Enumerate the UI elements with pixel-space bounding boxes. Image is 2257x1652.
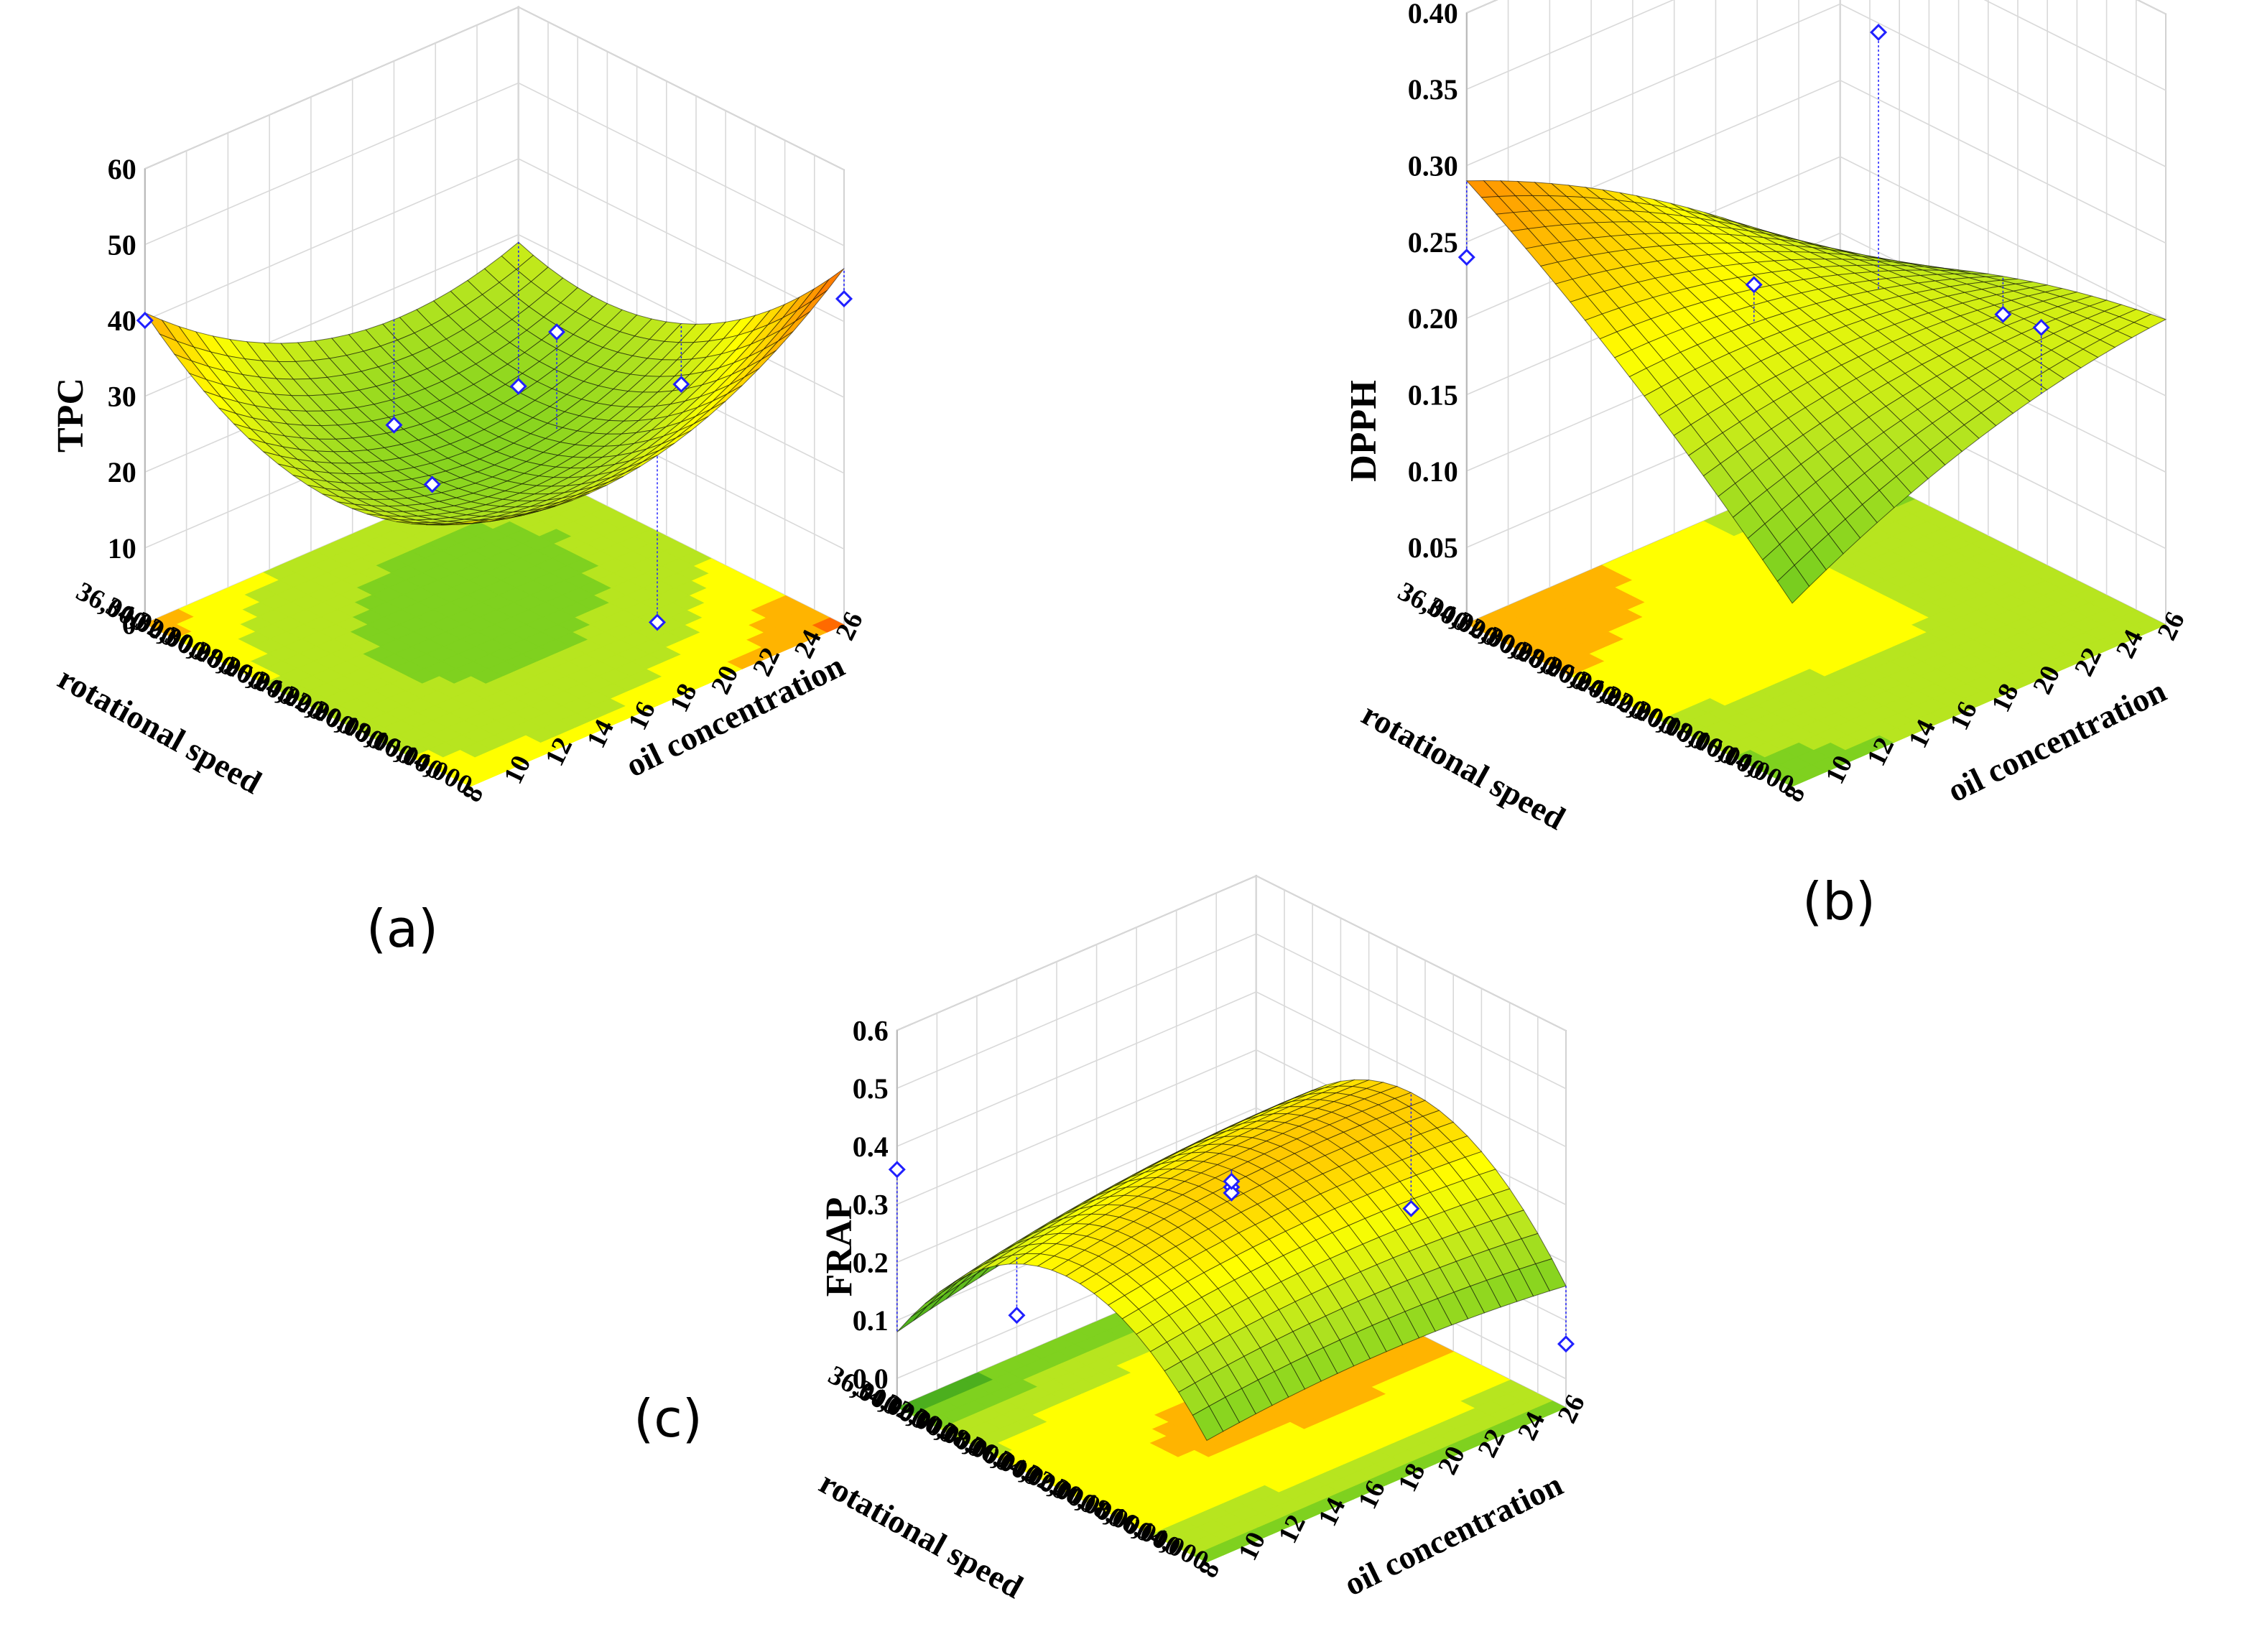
observed-points	[1457, 23, 2050, 394]
floor-contour-map	[144, 461, 845, 787]
z-tick-label: 40	[108, 305, 136, 337]
data-point	[1008, 1307, 1026, 1324]
data-point	[1745, 276, 1763, 294]
data-point	[509, 377, 527, 395]
panel-label-b: (b)	[1802, 871, 1876, 932]
z-tick-label: 0.10	[1408, 455, 1458, 488]
z-tick-label: 0.40	[1408, 0, 1458, 29]
z-tick-label: 0.4	[853, 1131, 889, 1163]
z-tick-label: 0.15	[1408, 379, 1458, 411]
panel-c-frap-surface: FRAP oil concentration rotational speed …	[634, 874, 1591, 1605]
z-tick-label: 0.05	[1408, 532, 1458, 564]
z-axis-label-dpph: DPPH	[1343, 380, 1384, 482]
z-tick-label: 0	[122, 608, 136, 640]
z-tick-label: 0.25	[1408, 226, 1458, 259]
response-surface	[896, 1079, 1567, 1442]
data-point	[835, 289, 853, 308]
data-point	[1223, 1184, 1241, 1202]
data-point	[1223, 1172, 1241, 1190]
response-surface	[1465, 180, 2167, 604]
z-tick-label: 0.6	[853, 1014, 889, 1047]
panel-label-c: (c)	[634, 1388, 703, 1449]
panel-a-tpc-surface: TPC oil concentration rotational speed (…	[50, 6, 869, 959]
data-point	[1994, 305, 2012, 323]
z-tick-label: 0.0	[853, 1363, 889, 1395]
data-point	[1557, 1335, 1575, 1353]
data-point	[1402, 1199, 1420, 1217]
response-surface	[144, 241, 845, 526]
z-tick-label: 0.3	[853, 1189, 889, 1221]
z-tick-label: 20	[108, 456, 136, 488]
z-tick-label: 0.2	[853, 1246, 889, 1279]
data-point	[888, 1161, 906, 1179]
data-point	[423, 475, 441, 493]
data-point	[672, 375, 690, 393]
data-point	[1870, 23, 1888, 42]
data-point	[1457, 249, 1475, 266]
data-point	[2032, 318, 2050, 336]
z-tick-label: 10	[108, 532, 136, 565]
data-point	[136, 312, 154, 330]
z-tick-label: 50	[108, 228, 136, 261]
panel-b-dpph-surface: DPPH oil concentration rotational speed …	[1343, 0, 2191, 932]
z-tick-label: 0.1	[853, 1304, 889, 1337]
z-axis-label-frap: FRAP	[819, 1197, 860, 1297]
observed-points	[888, 1092, 1575, 1353]
data-point	[548, 323, 566, 341]
z-tick-label: 0.5	[853, 1072, 889, 1105]
z-tick-label: 30	[108, 381, 136, 413]
z-tick-label: 60	[108, 153, 136, 185]
data-point	[385, 416, 403, 434]
z-tick-label: 0.20	[1408, 302, 1458, 335]
data-point	[648, 613, 667, 631]
z-axis-label-tpc: TPC	[50, 378, 91, 453]
z-tick-label: 0.35	[1408, 73, 1458, 106]
observed-points	[136, 242, 853, 631]
panel-label-a: (a)	[366, 899, 438, 959]
z-tick-label: 0.30	[1408, 150, 1458, 182]
